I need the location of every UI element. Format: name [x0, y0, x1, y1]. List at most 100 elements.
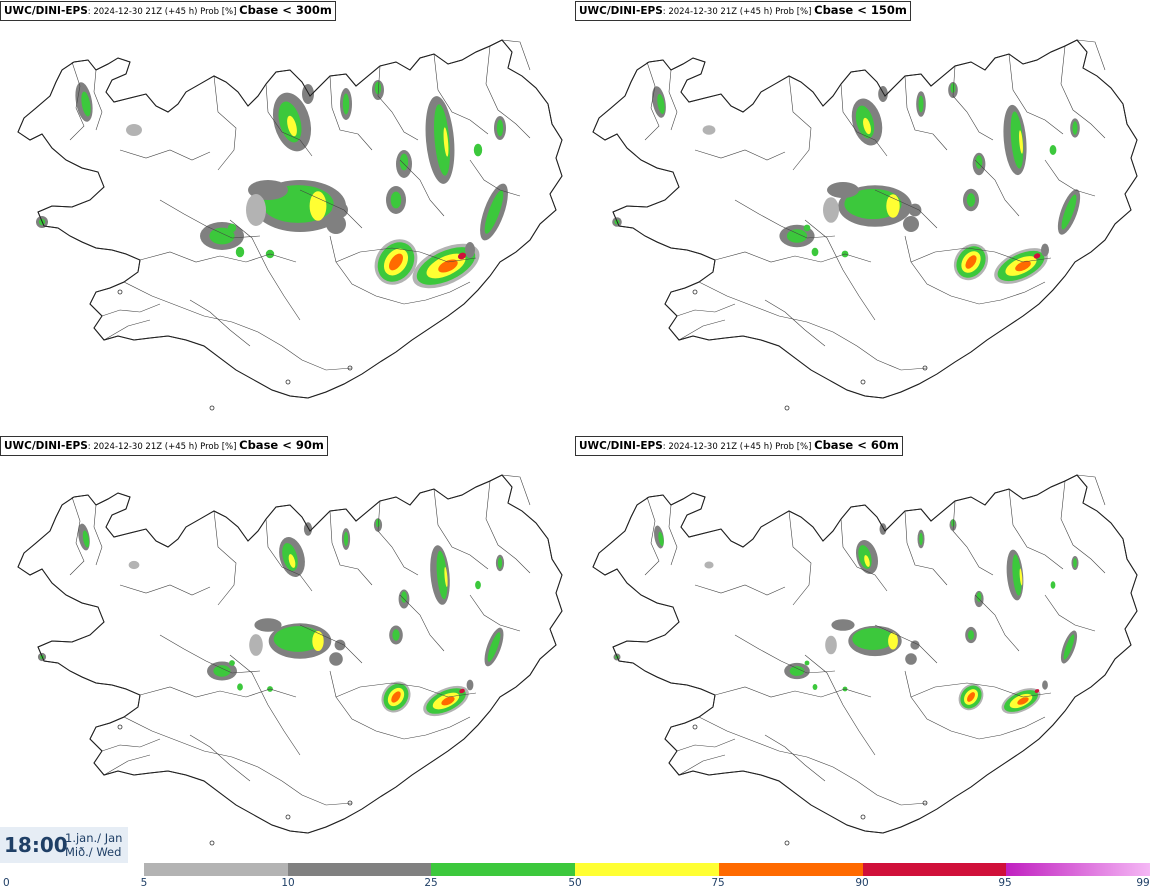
island: [922, 365, 928, 371]
probability-area: [334, 639, 346, 651]
probability-area: [213, 665, 231, 677]
probability-area: [908, 203, 922, 217]
probability-area: [967, 692, 975, 702]
probability-area: [473, 143, 483, 157]
boundary-line: [189, 299, 251, 347]
boundary-line: [501, 39, 531, 71]
colorbar-tick-label: 50: [568, 877, 582, 889]
boundary-line: [694, 584, 786, 596]
probability-area: [399, 153, 409, 171]
probability-area: [803, 224, 811, 232]
colorbar-tick-label: 25: [424, 877, 438, 889]
probability-area: [827, 182, 859, 198]
probability-area: [864, 555, 870, 567]
boundary-line: [840, 83, 888, 157]
colorbar-segment: [431, 863, 576, 876]
probability-area: [1041, 243, 1049, 257]
probability-area: [852, 628, 894, 650]
boundary-line: [764, 299, 826, 347]
boundary-line: [469, 594, 521, 632]
boundary-line: [159, 199, 261, 239]
map-layer: [592, 39, 1138, 411]
probability-area: [443, 127, 449, 157]
probability-area: [342, 93, 350, 115]
map-panel-cbase-300: UWC/DINI-EPS: 2024-12-30 21Z (+45 h) Pro…: [0, 0, 575, 435]
probability-area: [235, 246, 245, 258]
boundary-line: [119, 584, 211, 596]
boundary-line: [335, 682, 477, 698]
probability-area: [1034, 689, 1040, 693]
boundary-line: [904, 510, 948, 586]
probability-area: [1017, 697, 1029, 705]
probability-area: [484, 190, 504, 234]
probability-area: [951, 519, 955, 527]
probability-area: [246, 194, 266, 226]
probability-area: [950, 83, 956, 93]
boundary-line: [788, 510, 812, 606]
valid-date: 1.jan./ Jan Mið./ Wed: [65, 831, 123, 859]
island: [784, 405, 790, 411]
boundary-line: [1044, 159, 1096, 197]
probability-area: [326, 214, 346, 234]
boundary-line: [910, 247, 1052, 263]
iceland-probability-map: [592, 474, 1138, 846]
probability-area: [126, 124, 142, 136]
boundary-line: [213, 75, 237, 171]
map-panel-cbase-60: UWC/DINI-EPS: 2024-12-30 21Z (+45 h) Pro…: [575, 435, 1150, 870]
probability-area: [1042, 680, 1048, 690]
boundary-line: [904, 670, 1046, 740]
boundary-line: [804, 654, 876, 756]
probability-area: [1050, 581, 1056, 589]
boundary-line: [698, 281, 858, 347]
probability-area: [879, 523, 887, 535]
colorbar-segment: [718, 863, 864, 876]
boundary-line: [213, 510, 237, 606]
coastline-outline: [17, 474, 563, 834]
colorbar-segment: [575, 863, 720, 876]
boundary-line: [159, 634, 261, 674]
boundary-line: [377, 500, 419, 576]
boundary-line: [714, 686, 872, 698]
probability-area: [392, 629, 400, 641]
probability-area: [273, 626, 323, 652]
iceland-probability-map: [592, 39, 1138, 411]
boundary-line: [101, 303, 161, 317]
colorbar-tick-label: 10: [281, 877, 295, 889]
boundary-line: [734, 199, 836, 239]
boundary-line: [189, 734, 251, 782]
boundary-line: [644, 496, 660, 576]
probability-area: [786, 229, 808, 243]
colorbar-tick-label: 75: [711, 877, 725, 889]
boundary-line: [329, 670, 471, 740]
boundary-line: [103, 754, 151, 776]
probability-area: [444, 567, 448, 587]
boundary-line: [485, 480, 531, 574]
probability-area: [209, 227, 235, 245]
colorbar-segment: [1006, 863, 1150, 876]
boundary-line: [974, 594, 1020, 652]
island: [347, 800, 353, 806]
boundary-line: [103, 319, 151, 341]
boundary-line: [804, 219, 876, 321]
probability-area: [237, 683, 243, 691]
boundary-line: [668, 69, 678, 131]
probability-area: [918, 95, 924, 113]
boundary-line: [1008, 488, 1064, 570]
coastline-outline: [17, 39, 563, 399]
colorbar-tick-label: 95: [998, 877, 1012, 889]
boundary-line: [644, 61, 660, 141]
probability-area: [888, 632, 898, 650]
island: [209, 405, 215, 411]
boundary-line: [1076, 39, 1106, 71]
boundary-line: [329, 235, 471, 305]
boundary-line: [840, 518, 888, 592]
probability-area: [287, 115, 297, 137]
island: [922, 800, 928, 806]
panel-title: UWC/DINI-EPS: 2024-12-30 21Z (+45 h) Pro…: [0, 1, 336, 21]
probability-area: [227, 223, 237, 233]
boundary-line: [856, 780, 928, 806]
colorbar-segment: [287, 863, 432, 876]
boundary-line: [433, 488, 489, 570]
boundary-line: [698, 716, 858, 782]
probability-area: [459, 688, 465, 694]
